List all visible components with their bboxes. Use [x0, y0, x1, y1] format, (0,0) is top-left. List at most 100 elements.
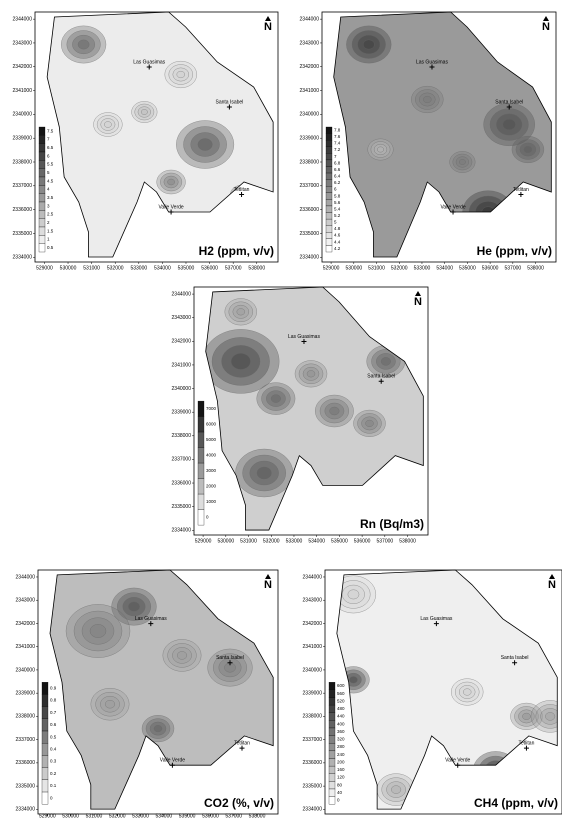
contour-ring	[172, 647, 192, 664]
contour-ring	[134, 103, 155, 121]
legend-swatch	[325, 172, 333, 180]
legend-swatch	[197, 431, 205, 448]
legend-swatch	[38, 210, 46, 219]
legend-label: 2	[47, 220, 50, 225]
contour-ring	[377, 146, 384, 153]
x-tick-label: 531000	[240, 538, 257, 544]
y-tick-label: 2339000	[300, 136, 320, 142]
map-frame	[37, 569, 279, 815]
contour-ring	[218, 658, 242, 678]
legend-label: 5.6	[334, 200, 341, 205]
contour-ring	[232, 304, 249, 319]
legend-label: 6	[334, 187, 337, 192]
legend-swatch	[328, 712, 336, 721]
north-label: N	[264, 21, 272, 33]
y-tick-label: 2335000	[303, 783, 323, 789]
contour-ring	[351, 30, 386, 59]
y-tick-label: 2334000	[16, 807, 36, 813]
contour-ring	[319, 398, 349, 424]
legend-swatch	[41, 755, 49, 768]
contour-ring	[540, 708, 558, 725]
legend-swatch	[325, 126, 333, 134]
legend-label: 5.8	[334, 193, 341, 198]
map-frame	[324, 569, 562, 815]
y-tick-label: 2338000	[13, 159, 33, 165]
legend-swatch	[328, 788, 336, 797]
x-tick-label: 537000	[376, 538, 393, 544]
legend-swatch	[325, 225, 333, 233]
place-label: Las Guasimas	[288, 334, 320, 340]
legend-label: 200	[337, 759, 345, 764]
place-marker	[512, 660, 518, 666]
contour-ring	[478, 755, 513, 785]
contour-ring	[153, 725, 163, 733]
legend-swatch	[325, 245, 333, 253]
x-tick-label: 538000	[248, 265, 265, 271]
x-tick-label: 535000	[459, 265, 476, 271]
x-tick-label: 534000	[308, 538, 325, 544]
x-tick-label: 533000	[130, 265, 147, 271]
contour-ring	[302, 366, 320, 381]
contour-ring	[484, 760, 507, 780]
x-tick-label: 536000	[202, 813, 219, 819]
contour-ring	[131, 101, 158, 123]
place-marker	[169, 762, 175, 768]
y-tick-label: 2341000	[300, 88, 320, 94]
x-tick-label: 529000	[36, 265, 53, 271]
legend-label: 2.5	[47, 212, 54, 217]
contour-ring	[451, 678, 484, 706]
x-tick-label: 534000	[436, 265, 453, 271]
legend-swatch	[38, 126, 46, 136]
x-tick-label: 534000	[154, 265, 171, 271]
x-tick-label: 534000	[155, 813, 172, 819]
legend-swatch	[328, 796, 336, 805]
legend-label: 0.1	[50, 783, 57, 788]
x-tick-label: 532000	[263, 538, 280, 544]
y-tick-label: 2343000	[172, 315, 192, 321]
y-tick-label: 2344000	[13, 16, 33, 22]
map-frame	[34, 11, 279, 263]
y-tick-label: 2341000	[172, 362, 192, 368]
contour-ring	[452, 153, 473, 171]
contour-ring	[315, 394, 354, 428]
legend-swatch	[325, 186, 333, 193]
legend-swatch	[325, 205, 333, 213]
x-tick-label: 530000	[62, 813, 79, 819]
place-marker	[429, 64, 435, 70]
legend-swatch	[197, 462, 205, 479]
y-tick-label: 2337000	[16, 737, 36, 743]
contour-ring	[256, 466, 272, 480]
x-tick-label: 530000	[60, 265, 77, 271]
legend-swatch	[38, 185, 46, 194]
legend-label: 5.4	[334, 206, 341, 211]
legend-label: 360	[337, 729, 345, 734]
contour-ring	[347, 589, 360, 600]
contour-ring	[141, 109, 148, 115]
y-tick-label: 2342000	[13, 64, 33, 70]
x-tick-label: 537000	[504, 265, 521, 271]
north-label: N	[542, 21, 550, 33]
legend-swatch	[325, 133, 333, 141]
contour-ring	[511, 136, 545, 163]
y-tick-label: 2341000	[16, 644, 36, 650]
legend-swatch	[328, 758, 336, 767]
legend-label: 0	[337, 798, 340, 803]
contour-ring	[423, 96, 432, 103]
legend-label: 7	[334, 154, 337, 159]
legend-swatch	[38, 193, 46, 203]
legend-swatch	[38, 201, 46, 211]
legend-swatch	[38, 168, 46, 178]
legend-label: 120	[337, 775, 345, 780]
contour-ring	[141, 715, 175, 743]
contour-ring	[177, 651, 187, 660]
x-tick-label: 533000	[132, 813, 149, 819]
contour-ring	[306, 370, 316, 378]
legend-swatch	[328, 735, 336, 744]
place-marker	[301, 339, 307, 345]
y-tick-label: 2337000	[303, 737, 323, 743]
place-label: Valle Verde	[445, 758, 470, 764]
place-label: Santa Isabel	[367, 374, 395, 380]
y-tick-label: 2339000	[16, 690, 36, 696]
y-tick-label: 2341000	[303, 644, 323, 650]
place-label: Santa Isabel	[501, 655, 529, 661]
